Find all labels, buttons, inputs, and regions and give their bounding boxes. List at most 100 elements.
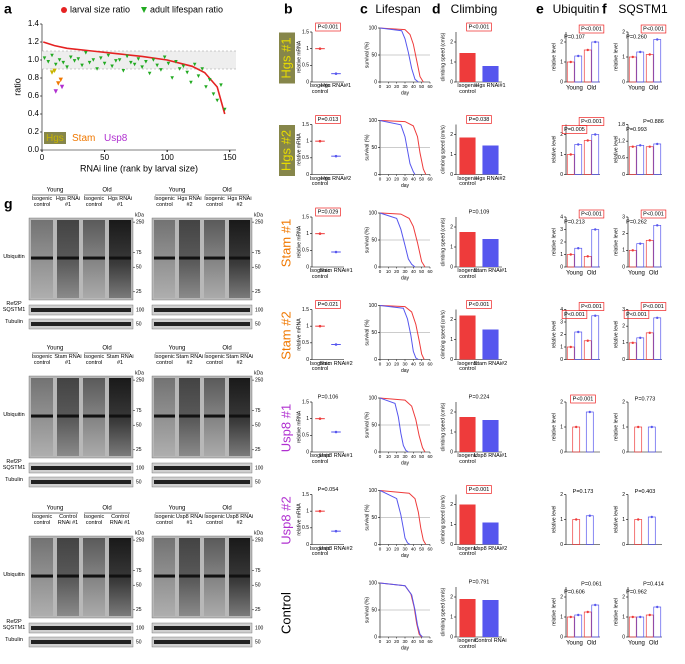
group-label: Young [628,86,645,92]
point [631,615,634,619]
lifespan-ratio-point [121,69,126,73]
legend-marker [61,7,67,13]
point [334,430,338,434]
y-axis-label: relative level [613,321,619,349]
p-value: P=0.886 [643,119,664,125]
y-axis-label: relative mRNA [296,503,302,536]
y-tick-label: 1.5 [302,399,309,405]
bar [628,146,637,175]
group-label: Young [566,271,583,277]
point [631,55,634,59]
y-tick-label: 1 [622,517,625,523]
y-axis-label: relative level [551,43,557,71]
p-value-box [578,24,605,34]
point [637,425,640,429]
y-tick-label: 2 [622,492,625,498]
marker-label: 250 [136,537,145,543]
bar [591,315,600,360]
y-tick-label: 0 [622,634,625,640]
bar [645,146,654,175]
p-value: P=0.414 [643,581,664,587]
lifespan-ratio-point [46,60,51,64]
y-tick-label: 0.5 [302,433,309,439]
p-value: P=0.606 [564,589,585,595]
x-tick-label: 0 [379,269,382,274]
group-label: Young [628,641,645,647]
y-tick-label: 100 [369,210,378,216]
marker-label: 50 [136,583,142,589]
x-tick-label: 10 [386,269,392,274]
y-tick-label: 0.2 [28,127,40,136]
lifespan-ratio-point [72,59,77,63]
marker-label: 25 [255,607,261,613]
y-axis-label: survival (%) [364,597,370,623]
highlight-point [53,89,58,94]
x-axis-label: day [401,460,410,466]
y-tick-label: 100 [369,580,378,586]
y-tick-label: 2 [450,132,453,138]
p-value: P<0.001 [643,26,664,32]
y-tick-label: 50 [371,515,377,521]
point [575,425,578,429]
row-label: Control [278,592,293,634]
p-value: P<0.001 [643,211,664,217]
y-tick-label: 1 [450,244,453,250]
y-tick-label: 1.2 [28,37,40,46]
p-value: P<0.001 [626,312,647,318]
row-label-bg [279,125,295,176]
y-tick-label: 2 [560,332,563,338]
bar [583,140,592,175]
x-axis-label: RNAi line (rank by larval size) [80,163,198,173]
x-tick-label: 0 [379,547,382,552]
y-tick-label: 1.4 [28,19,40,28]
bar [645,332,654,360]
p-value: P=0.061 [581,581,602,587]
y-tick-label: 1 [306,138,309,144]
marker-label: 50 [136,423,142,429]
strip-band [31,480,131,484]
strip-band [154,322,250,326]
bar [482,600,499,637]
lifespan-ratio-point [42,56,47,60]
p-value-box [315,115,341,124]
lifespan-ratio-point [76,57,81,61]
p-value: P<0.001 [469,24,490,30]
x-tick-label: 10 [386,177,392,182]
blot-band [204,256,225,260]
x-tick-label: 20 [394,639,400,644]
y-tick-label: 1 [622,424,625,430]
lifespan-ratio-point [211,92,216,96]
kda-label: kDa [254,530,263,536]
lifespan-ratio-point [140,65,144,69]
y-tick-label: 0 [374,634,377,640]
bar [459,599,476,637]
strip-band [154,480,250,484]
y-tick-label: 1 [560,344,563,350]
y-tick-label: 0 [560,634,563,640]
column-title: Ubiquitin [553,2,600,16]
p-value: P<0.001 [469,302,490,308]
survival-curve [379,120,416,175]
x-tick-label: 30 [402,547,408,552]
marker-label: 25 [255,447,261,453]
strip-marker-label: 50 [136,321,142,327]
y-axis-label: climbing speed (cm/s) [440,217,446,266]
bar [636,337,645,360]
x-tick-label: 20 [394,269,400,274]
y-tick-label: 0 [622,79,625,85]
p-value: P=0.173 [573,489,594,495]
x-tick-label: 40 [411,362,417,367]
p-value: P=0.038 [469,117,490,123]
lifespan-ratio-point [102,61,107,66]
y-tick-label: 50 [371,52,377,58]
x-tick-label: 50 [419,362,425,367]
p-value-box [315,300,341,309]
y-tick-label: 2 [622,594,625,600]
panel-letter: g [4,196,13,212]
p-value: P<0.001 [643,304,664,310]
y-tick-label: 1 [450,429,453,435]
point [648,239,651,242]
lifespan-ratio-point [215,98,220,103]
x-tick-label: 50 [419,639,425,644]
survival-curve [379,490,427,545]
